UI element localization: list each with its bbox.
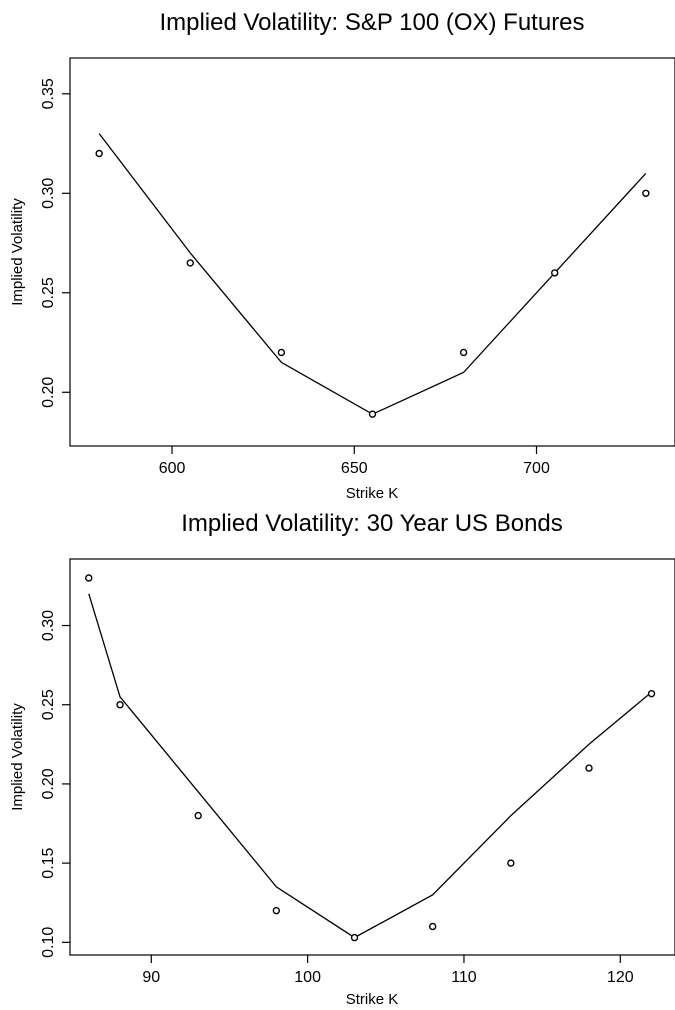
plot-frame [69, 558, 675, 956]
y-axis-label: Implied Volatility [9, 198, 26, 306]
observed-point [272, 906, 281, 915]
observed-point [428, 922, 437, 931]
observed-point [507, 859, 515, 867]
fitted-volatility-line [88, 593, 653, 939]
y-tick-label: 0.20 [40, 377, 57, 408]
observed-point [459, 348, 468, 357]
x-axis-label: Strike K [346, 485, 399, 502]
observed-point [95, 149, 103, 158]
x-tick-label: 120 [607, 969, 634, 986]
observed-point [277, 348, 286, 357]
observed-point [642, 189, 650, 198]
x-axis-label: Strike K [346, 991, 399, 1008]
y-tick-label: 0.25 [40, 689, 57, 720]
observed-point [551, 269, 559, 277]
y-tick-label: 0.20 [40, 768, 57, 799]
y-axis-label: Implied Volatility [9, 703, 26, 811]
y-tick-label: 0.25 [40, 277, 57, 308]
y-tick-label: 0.10 [40, 927, 57, 958]
y-tick-label: 0.35 [40, 78, 57, 109]
observed-point [85, 574, 93, 582]
y-tick-label: 0.30 [40, 610, 57, 641]
observed-point [368, 410, 377, 418]
x-tick-label: 110 [451, 969, 477, 986]
observed-point [194, 811, 202, 820]
plot-frame [69, 57, 675, 447]
x-tick-label: 650 [341, 460, 368, 477]
observed-point [350, 933, 359, 942]
x-tick-label: 600 [159, 460, 186, 477]
observed-point [647, 689, 656, 698]
x-tick-label: 100 [294, 969, 321, 986]
chart-title: Implied Volatility: 30 Year US Bonds [181, 510, 563, 537]
y-tick-label: 0.15 [40, 847, 57, 878]
observed-point [116, 701, 124, 709]
chart-panel-1: Implied Volatility: S&P 100 (OX) Futures… [9, 9, 675, 502]
chart-panel-2: Implied Volatility: 30 Year US Bonds 90 10… [9, 510, 675, 1008]
observed-point [186, 259, 194, 267]
y-tick-label: 0.30 [40, 178, 57, 209]
observed-point [585, 764, 593, 772]
fitted-volatility-line [98, 133, 647, 415]
x-tick-label: 700 [523, 460, 550, 477]
chart-title: Implied Volatility: S&P 100 (OX) Futures [159, 9, 584, 36]
x-tick-label: 90 [142, 969, 160, 986]
